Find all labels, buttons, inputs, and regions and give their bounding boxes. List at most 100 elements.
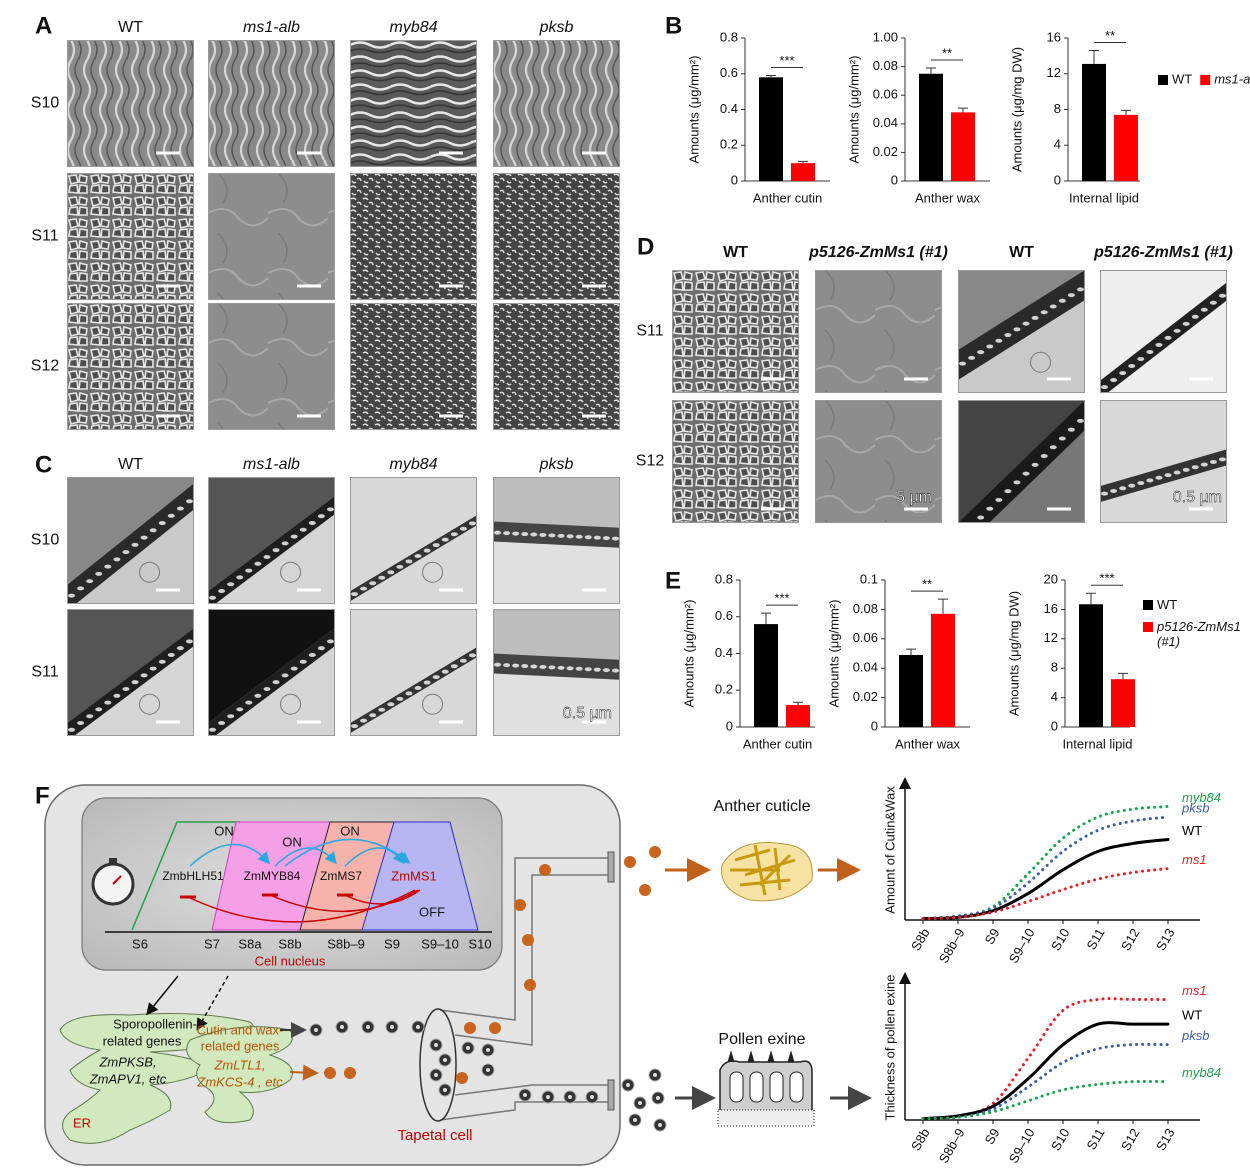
micrograph-frame: [672, 270, 799, 393]
micrograph: [350, 477, 477, 604]
panel-letter: E: [665, 567, 681, 594]
x-tick-label: S8b: [908, 1126, 933, 1154]
activation-arrow: [189, 843, 270, 867]
y-tick-label: 1.00: [873, 29, 898, 44]
precursor-dot: [434, 1073, 438, 1077]
micrograph: [95, 571, 103, 576]
column-header: pksb: [539, 19, 574, 36]
micrograph: [280, 693, 302, 715]
micrograph: [566, 666, 574, 671]
micrograph: [414, 553, 422, 558]
micrograph: [104, 564, 112, 569]
micrograph: [208, 40, 335, 167]
x-tick-label: S9–10: [1006, 926, 1038, 966]
micrograph: [423, 680, 431, 685]
micrograph: [263, 554, 271, 559]
precursor-dot: [656, 1096, 660, 1100]
error-bar: [798, 160, 808, 164]
micrograph: [672, 270, 799, 393]
micrograph: [1013, 327, 1021, 332]
precursor-dot: [314, 1028, 318, 1032]
micrograph: [1119, 486, 1127, 491]
y-tick-label: 0.4: [715, 645, 733, 660]
micrograph: [208, 173, 335, 300]
micrograph: [140, 535, 148, 540]
pollen-exine-icon: [717, 1109, 815, 1127]
micrograph-frame: [67, 40, 194, 167]
micrograph: [290, 666, 298, 671]
micrograph: [548, 533, 556, 538]
micrograph: [1058, 436, 1066, 441]
micrograph: [1191, 314, 1199, 319]
stage-label: S9: [384, 936, 400, 951]
micrograph: [1067, 427, 1075, 432]
precursor-dot: [524, 979, 536, 991]
x-tick-label: S11: [1083, 1126, 1107, 1153]
switch-label: OFF: [419, 904, 445, 919]
pathway-arrow: [196, 975, 229, 1031]
micrograph: [86, 579, 94, 584]
y-tick-label: 0: [871, 718, 878, 733]
micrograph: [67, 173, 194, 300]
micrograph: [1128, 483, 1136, 488]
row-label: S11: [636, 323, 663, 340]
y-axis-label: Thickness of pollen exine: [882, 975, 897, 1121]
row-label: S10: [31, 95, 60, 112]
micrograph: [602, 668, 610, 673]
micrograph: [350, 173, 477, 300]
micrograph: [995, 338, 1003, 343]
micrograph: [158, 659, 166, 664]
significance-label: ***: [779, 53, 794, 68]
x-tick-label: S9: [982, 926, 1003, 947]
pollen-exine-icon: [749, 1071, 764, 1103]
micrograph: [977, 350, 985, 355]
precursor-dot: [390, 1025, 394, 1029]
micrograph: [959, 361, 967, 366]
y-tick-label: 0.08: [873, 58, 898, 73]
micrograph: [67, 40, 194, 167]
pollen-exine-icon: [769, 1071, 784, 1103]
micrograph: [986, 506, 994, 511]
precursor-dot: [486, 1048, 490, 1052]
bar: [786, 704, 810, 727]
micrograph: [67, 40, 194, 167]
micrograph: [1155, 342, 1163, 347]
micrograph: [158, 521, 166, 526]
precursor-dot: [489, 1022, 501, 1034]
micrograph: [360, 718, 368, 723]
micrograph: [959, 533, 966, 537]
micrograph: [1137, 356, 1145, 361]
micrograph: [422, 561, 444, 583]
bar: [951, 112, 975, 181]
y-tick-label: 0: [1054, 172, 1061, 187]
y-tick-label: 0: [891, 172, 898, 187]
micrograph-frame: [208, 477, 335, 604]
micrograph: [423, 548, 431, 553]
micrograph: [493, 303, 620, 430]
line-series: [921, 837, 1170, 921]
precursor-dot: [434, 1043, 438, 1047]
micrograph: [208, 609, 335, 736]
column-header: p5126-ZmMs1 (#1): [1093, 244, 1233, 261]
y-axis-label: Amounts (μg/mg DW): [1009, 47, 1024, 172]
y-tick-label: 0.1: [860, 571, 878, 586]
micrograph: [254, 561, 262, 566]
stopwatch: [112, 875, 122, 885]
micrograph: [140, 673, 148, 678]
series-label: WT: [1182, 1008, 1202, 1023]
legend-label-box: p5126-ZmMs1 (#1): [1157, 619, 1241, 649]
micrograph: [958, 400, 1085, 537]
error-bar: [1086, 592, 1096, 605]
micrograph: [317, 646, 325, 651]
y-tick-label: 16: [1047, 29, 1061, 44]
precursor-dot: [486, 1068, 490, 1072]
micrograph: [958, 270, 1085, 393]
micrograph: [350, 173, 477, 300]
micrograph: [995, 497, 1003, 502]
micrograph: [494, 530, 502, 535]
stage-label: S9–10: [421, 936, 459, 951]
y-tick-label: 0.6: [720, 65, 738, 80]
series-label: ms1: [1182, 852, 1207, 867]
micrograph: [672, 400, 799, 523]
